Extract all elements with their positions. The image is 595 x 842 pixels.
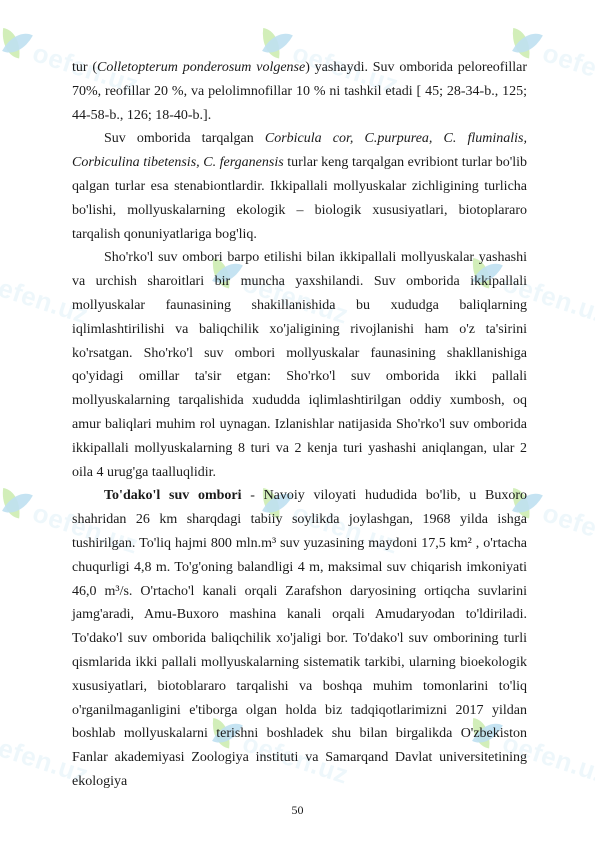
p4-heading: To'dako'l suv ombori [104,488,242,503]
paragraph-1: tur (Colletopterum ponderosum volgense) … [72,56,527,127]
p1-italic: Colletopterum ponderosum volgense [97,60,305,75]
p3-text: Sho'rko'l suv ombori barpo etilishi bila… [72,250,527,479]
p2-text-a: Suv omborida tarqalgan [104,131,265,146]
p4-body: - Navoiy viloyati hududida bo'lib, u Bux… [72,488,527,789]
p1-text-a: tur ( [72,60,97,75]
paragraph-2: Suv omborida tarqalgan Corbicula cor, C.… [72,127,527,246]
page-content: tur (Colletopterum ponderosum volgense) … [0,0,595,834]
paragraph-4: To'dako'l suv ombori - Navoiy viloyati h… [72,484,527,793]
page-number: 50 [0,800,595,820]
paragraph-3: Sho'rko'l suv ombori barpo etilishi bila… [72,246,527,484]
